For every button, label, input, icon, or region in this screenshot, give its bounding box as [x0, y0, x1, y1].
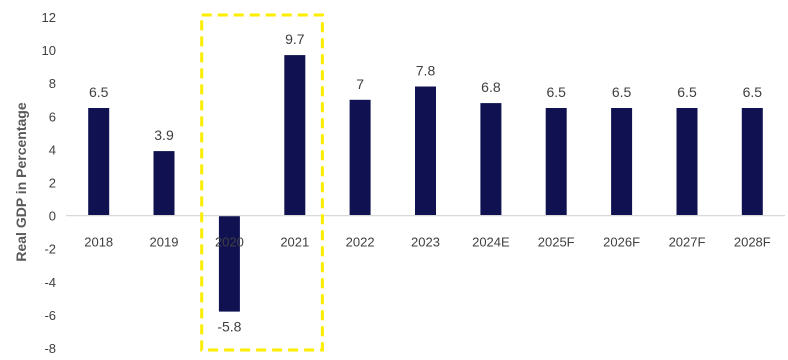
data-label-2025F: 6.5 — [546, 84, 566, 100]
data-label-2020: -5.8 — [217, 319, 241, 335]
y-tick-label: -6 — [44, 308, 56, 323]
y-tick-label: 12 — [42, 10, 56, 25]
x-tick-label-2024E: 2024E — [472, 235, 510, 250]
y-tick-label: -2 — [44, 242, 56, 257]
y-tick-label: 2 — [49, 176, 56, 191]
data-label-2024E: 6.8 — [481, 79, 501, 95]
x-tick-label-2028F: 2028F — [734, 235, 771, 250]
bar-2020 — [218, 215, 240, 312]
highlight-box-group — [200, 13, 324, 352]
x-tick-label-2023: 2023 — [411, 235, 440, 250]
x-tick-label-2019: 2019 — [150, 235, 179, 250]
highlight-dashed-box — [200, 13, 324, 352]
bar-2021 — [284, 55, 306, 216]
bar-2028F — [741, 108, 763, 216]
x-tick-label-2018: 2018 — [84, 235, 113, 250]
y-tick-label: 8 — [49, 76, 56, 91]
bar-2026F — [611, 108, 633, 216]
bar-series — [88, 55, 763, 312]
data-label-2028F: 6.5 — [743, 84, 763, 100]
y-tick-label: 0 — [49, 209, 56, 224]
x-tick-label-2027F: 2027F — [669, 235, 706, 250]
x-tick-label-2022: 2022 — [346, 235, 375, 250]
bar-2024E — [480, 103, 502, 216]
x-tick-label-2020: 2020 — [215, 235, 244, 250]
y-tick-label: -8 — [44, 341, 56, 356]
data-label-2019: 3.9 — [154, 127, 174, 143]
x-tick-label-2026F: 2026F — [603, 235, 640, 250]
data-label-2026F: 6.5 — [612, 84, 632, 100]
data-label-2021: 9.7 — [285, 31, 305, 47]
data-labels: 6.5 3.9 -5.8 9.7 7 7.8 6.8 6.5 6.5 6.5 6.5 — [89, 31, 762, 335]
bar-2027F — [676, 108, 698, 216]
x-tick-label-2021: 2021 — [280, 235, 309, 250]
data-label-2023: 7.8 — [416, 63, 436, 79]
bar-2022 — [349, 99, 371, 216]
data-label-2022: 7 — [356, 76, 364, 92]
bar-2025F — [545, 108, 567, 216]
x-axis-ticks: 2018 2019 2020 2021 2022 2023 2024E 2025F 2026F 2… — [84, 235, 771, 250]
y-tick-label: 4 — [49, 142, 56, 157]
data-label-2027F: 6.5 — [677, 84, 697, 100]
data-label-2018: 6.5 — [89, 84, 109, 100]
bar-2018 — [88, 108, 110, 216]
y-axis-ticks: -8 -6 -4 -2 0 2 4 6 8 10 12 — [42, 10, 56, 356]
x-tick-label-2025F: 2025F — [538, 235, 575, 250]
y-tick-label: 10 — [42, 43, 56, 58]
bar-2019 — [153, 151, 175, 216]
y-tick-label: 6 — [49, 109, 56, 124]
bar-2023 — [415, 86, 436, 216]
y-tick-label: -4 — [44, 275, 56, 290]
y-axis-title: Real GDP in Percentage — [13, 102, 29, 261]
y-axis-title-group: Real GDP in Percentage — [13, 102, 29, 261]
